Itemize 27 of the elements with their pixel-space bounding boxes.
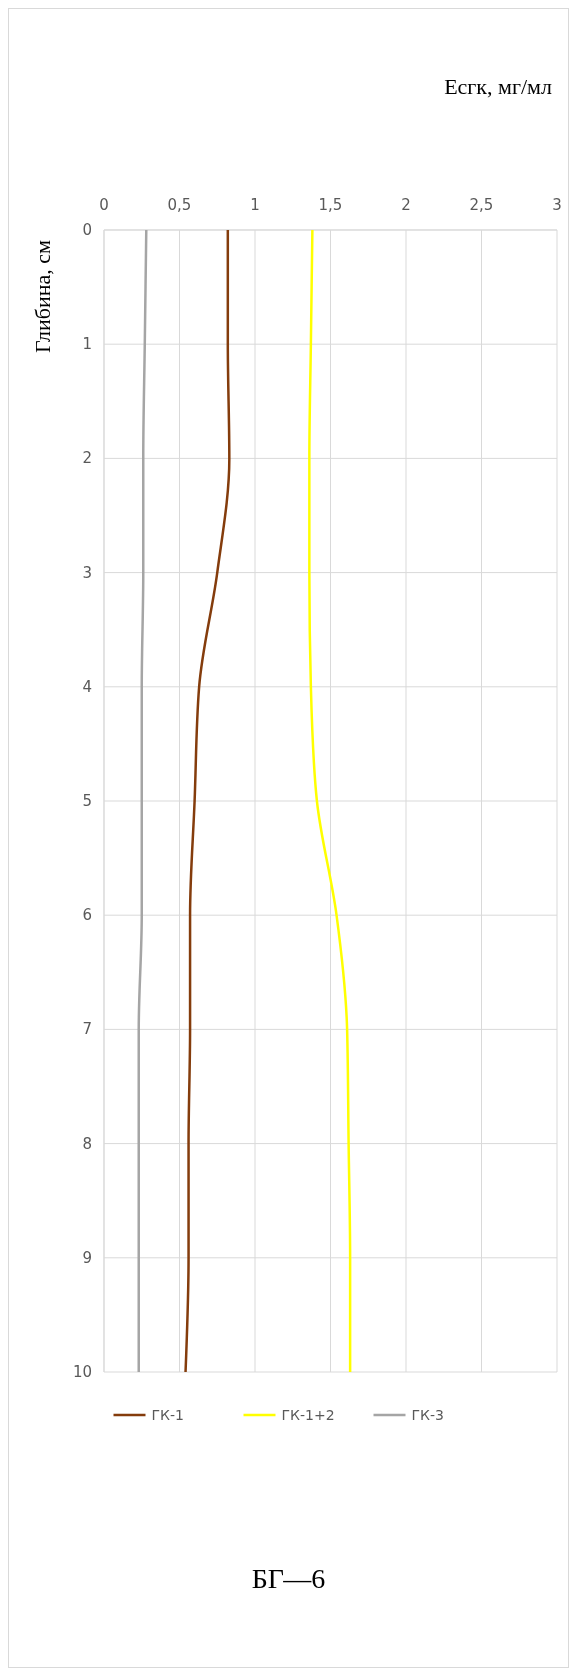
line-series [308, 228, 352, 1374]
line-series [137, 228, 148, 1374]
y-tick-label: 4 [82, 677, 92, 696]
y-tick-label: 10 [72, 1363, 92, 1381]
y-tick-label: 9 [82, 1248, 92, 1267]
y-tick-label: 5 [82, 792, 92, 810]
legend-label: ГК-1+2 [281, 1407, 335, 1423]
line-series [184, 228, 231, 1374]
x-tick-label: 1 [250, 196, 260, 214]
y-tick-label: 7 [82, 1020, 92, 1039]
x-tick-label: 1,5 [318, 196, 343, 214]
y-tick-label: 0 [82, 221, 92, 239]
y-axis-title: Глибина, см [30, 239, 55, 354]
x-axis-title: Есгк, мг/мл [444, 74, 553, 99]
y-tick-label: 1 [82, 335, 92, 354]
y-tick-label: 6 [82, 906, 92, 925]
legend-label: ГК-3 [411, 1407, 444, 1423]
y-tick-label: 3 [82, 563, 92, 582]
y-tick-label: 2 [82, 449, 92, 468]
text: БГ—6 [251, 1563, 326, 1594]
x-tick-label: 2,5 [469, 196, 494, 214]
y-tick-label: 8 [82, 1134, 92, 1153]
x-tick-label: 2 [401, 196, 411, 214]
x-tick-label: 3 [552, 196, 562, 214]
x-tick-label: 0 [99, 196, 109, 214]
x-tick-label: 0,5 [167, 196, 192, 214]
legend-label: ГК-1 [151, 1407, 184, 1423]
